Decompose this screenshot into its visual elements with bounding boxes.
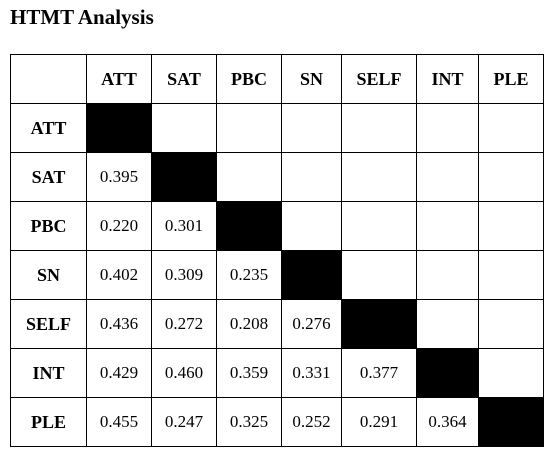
table-row: SN 0.402 0.309 0.235 [10,250,544,300]
value-cell: 0.291 [341,397,417,447]
value-cell: 0.276 [281,299,342,349]
value-cell: 0.235 [216,250,282,300]
column-header: INT [416,54,479,104]
value-cell: 0.364 [416,397,479,447]
value-cell: 0.309 [151,250,217,300]
table-row: PLE 0.455 0.247 0.325 0.252 0.291 0.364 [10,397,544,447]
value-cell: 0.247 [151,397,217,447]
table-row: PBC 0.220 0.301 [10,201,544,251]
row-header: PBC [10,201,87,251]
empty-cell [216,103,282,153]
value-cell: 0.359 [216,348,282,398]
diagonal-cell [341,299,417,349]
value-cell: 0.377 [341,348,417,398]
empty-cell [478,201,544,251]
value-cell: 0.325 [216,397,282,447]
header-row: ATT SAT PBC SN SELF INT PLE [10,54,544,104]
empty-cell [341,103,417,153]
value-cell: 0.208 [216,299,282,349]
diagonal-cell [216,201,282,251]
empty-cell [341,250,417,300]
value-cell: 0.331 [281,348,342,398]
value-cell: 0.301 [151,201,217,251]
empty-cell [216,152,282,202]
row-header: ATT [10,103,87,153]
value-cell: 0.402 [86,250,152,300]
row-header: SAT [10,152,87,202]
value-cell: 0.460 [151,348,217,398]
value-cell: 0.395 [86,152,152,202]
empty-cell [416,299,479,349]
empty-cell [416,250,479,300]
diagonal-cell [86,103,152,153]
value-cell: 0.429 [86,348,152,398]
column-header: SN [281,54,342,104]
empty-cell [416,103,479,153]
value-cell: 0.272 [151,299,217,349]
empty-cell [341,152,417,202]
table-row: SAT 0.395 [10,152,544,202]
empty-cell [416,152,479,202]
table-row: SELF 0.436 0.272 0.208 0.276 [10,299,544,349]
empty-cell [151,103,217,153]
column-header: ATT [86,54,152,104]
empty-cell [478,299,544,349]
empty-cell [281,103,342,153]
corner-cell [10,54,87,104]
empty-cell [478,348,544,398]
value-cell: 0.436 [86,299,152,349]
row-header: INT [10,348,87,398]
row-header: SN [10,250,87,300]
diagonal-cell [416,348,479,398]
row-header: PLE [10,397,87,447]
empty-cell [478,103,544,153]
column-header: PLE [478,54,544,104]
empty-cell [478,250,544,300]
column-header: SAT [151,54,217,104]
page-title: HTMT Analysis [10,5,154,29]
table-row: INT 0.429 0.460 0.359 0.331 0.377 [10,348,544,398]
value-cell: 0.220 [86,201,152,251]
empty-cell [478,152,544,202]
empty-cell [416,201,479,251]
value-cell: 0.455 [86,397,152,447]
row-header: SELF [10,299,87,349]
empty-cell [281,152,342,202]
value-cell: 0.252 [281,397,342,447]
table-row: ATT [10,103,544,153]
diagonal-cell [151,152,217,202]
column-header: PBC [216,54,282,104]
diagonal-cell [478,397,544,447]
column-header: SELF [341,54,417,104]
empty-cell [281,201,342,251]
diagonal-cell [281,250,342,300]
htmt-table: ATT SAT PBC SN SELF INT PLE ATT SAT 0.395 P… [10,54,544,447]
empty-cell [341,201,417,251]
